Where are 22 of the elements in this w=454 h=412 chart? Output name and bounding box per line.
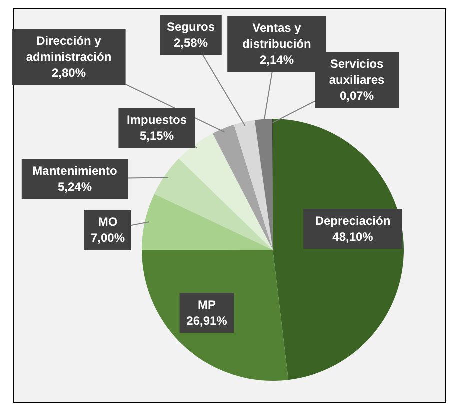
data-label: 26,91% — [186, 314, 228, 328]
pie-slice — [212, 124, 273, 250]
slice-label: Servicios auxiliares — [329, 57, 386, 87]
data-label: 0,07% — [340, 89, 374, 103]
pie-slice — [154, 158, 273, 250]
slice-label: Mantenimiento — [32, 164, 118, 178]
slice-label: MP — [198, 298, 216, 312]
data-label: 5,24% — [58, 180, 92, 194]
data-label: 48,10% — [332, 230, 374, 244]
slice-label: Ventas y distribución — [242, 21, 312, 51]
data-label: 7,00% — [90, 231, 126, 245]
slice-label: Depreciación — [315, 214, 391, 228]
data-label: 2,58% — [174, 36, 208, 50]
slice-label: Seguros — [166, 20, 216, 34]
slice-label: Dirección y administración — [26, 34, 112, 64]
slice-label: MO — [98, 215, 118, 229]
slice-label: Impuestos — [126, 113, 188, 127]
pie-slice — [234, 120, 273, 250]
data-label: 2,80% — [52, 66, 86, 80]
pie-slice — [142, 194, 273, 250]
data-label: 2,14% — [260, 53, 294, 67]
pie-slice — [178, 134, 273, 250]
